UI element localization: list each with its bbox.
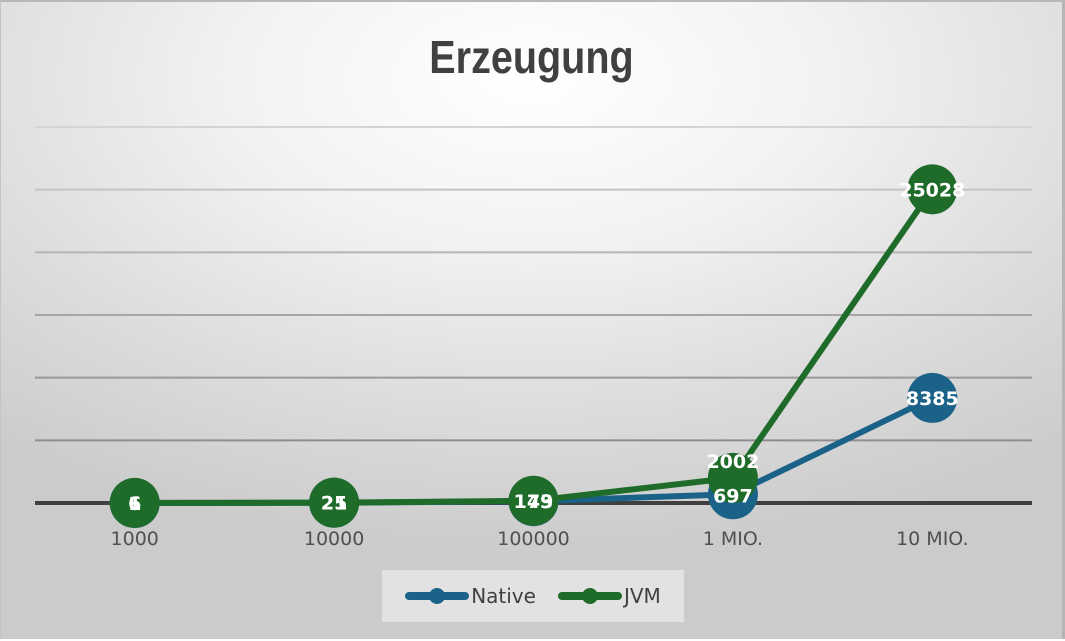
data-label-jvm: 2002 [706,451,759,473]
legend: Native JVM [382,570,684,622]
legend-line-marker-icon [405,588,470,604]
data-label-native: 8385 [906,388,959,410]
data-point-jvm[interactable] [109,477,160,528]
data-label-jvm: 25 [321,493,347,515]
data-point-jvm[interactable] [707,452,758,503]
x-axis-label: 10 MIO. [896,528,968,550]
x-axis-label: 1 MIO. [703,528,763,550]
x-axis-label: 100000 [497,528,570,550]
legend-item-jvm[interactable]: JVM [557,584,661,608]
x-axis-label: 10000 [304,528,364,550]
legend-label: JVM [623,584,661,608]
x-axis-label: 1000 [111,528,159,550]
data-label-jvm: 179 [514,491,554,513]
data-label-jvm: 25028 [899,179,965,201]
data-point-jvm[interactable] [907,164,958,215]
data-point-jvm[interactable] [309,477,360,528]
legend-item-native[interactable]: Native [405,584,536,608]
data-point-jvm[interactable] [508,475,559,526]
legend-line-marker-icon [557,588,622,604]
data-label-native: 697 [713,485,753,507]
data-label-native: 143 [514,491,554,513]
data-label-native: 21 [321,493,347,515]
data-label-jvm: 6 [128,493,141,515]
data-label-native: 1 [128,493,141,515]
data-point-native[interactable] [907,372,958,423]
legend-label: Native [471,584,536,608]
chart-title: Erzeugung [429,31,634,83]
